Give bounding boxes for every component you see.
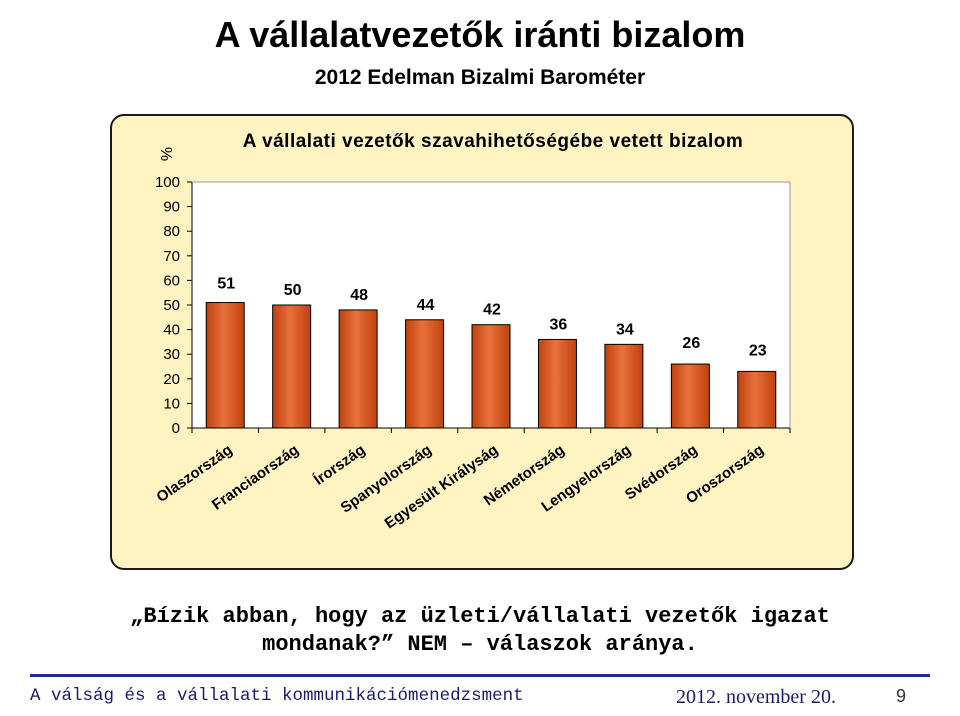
survey-question-line-1: „Bízik abban, hogy az üzleti/vállalati v… — [130, 604, 830, 629]
data-label: 42 — [483, 302, 501, 319]
y-axis-unit-label: % — [159, 147, 176, 161]
data-label: 34 — [616, 321, 634, 338]
data-label: 36 — [550, 316, 568, 333]
x-tick-label: Egyesült Királyság — [382, 441, 502, 532]
y-tick-label: 80 — [163, 223, 180, 240]
bar — [737, 370, 777, 429]
y-tick-label: 100 — [155, 174, 180, 191]
bar — [205, 302, 245, 429]
data-label: 44 — [417, 297, 435, 314]
y-tick-label: 10 — [163, 395, 180, 412]
data-label: 51 — [217, 276, 235, 293]
data-label: 48 — [350, 287, 368, 304]
bar — [604, 343, 644, 429]
y-tick-label: 40 — [163, 322, 180, 339]
y-tick-label: 20 — [163, 371, 180, 388]
bar — [670, 363, 710, 429]
survey-question-line-2: mondanak?” NEM – válaszok aránya. — [262, 632, 698, 657]
page-number: 9 — [896, 686, 907, 706]
data-label: 23 — [749, 342, 767, 359]
footer-course-title: A válság és a vállalati kommunikációmene… — [30, 686, 524, 706]
bar — [338, 309, 378, 429]
footer-divider — [30, 674, 930, 677]
y-tick-label: 90 — [163, 199, 180, 216]
footer-date: 2012. november 20. — [676, 686, 836, 708]
x-tick-label: Írország — [311, 441, 369, 488]
bar — [272, 304, 312, 429]
chart-title: A vállalati vezetők szavahihetőségébe ve… — [243, 131, 743, 152]
slide-title: A vállalatvezetők iránti bizalom — [214, 14, 746, 55]
y-tick-label: 30 — [163, 346, 180, 363]
y-tick-label: 50 — [163, 297, 180, 314]
survey-question: „Bízik abban, hogy az üzleti/vállalati v… — [120, 603, 840, 659]
bar — [471, 324, 511, 429]
slide-subtitle: 2012 Edelman Bizalmi Barométer — [314, 66, 646, 89]
y-tick-label: 0 — [172, 420, 180, 437]
y-tick-label: 60 — [163, 272, 180, 289]
data-label: 50 — [284, 282, 302, 299]
bar — [405, 319, 445, 429]
bar — [537, 338, 577, 429]
y-tick-label: 70 — [163, 248, 180, 265]
data-label: 26 — [682, 335, 700, 352]
